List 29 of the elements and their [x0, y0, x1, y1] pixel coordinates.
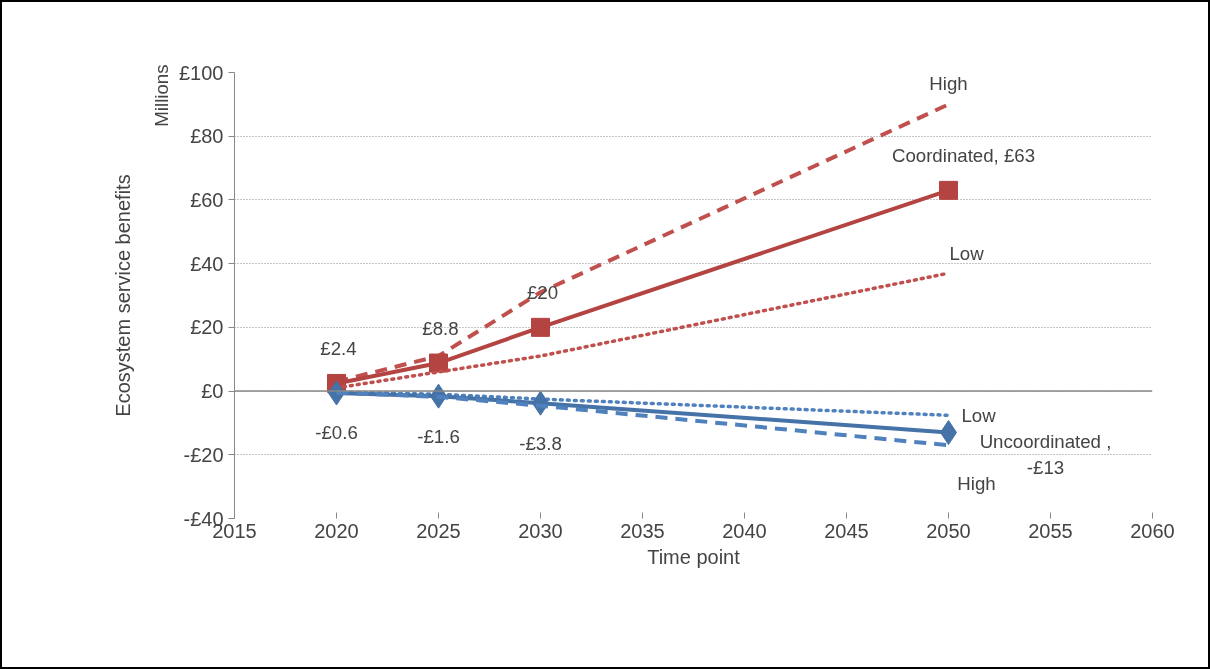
y-tick-label: £0 [201, 380, 224, 403]
series-label: Low [961, 404, 997, 426]
data-label: Coordinated, £63 [891, 144, 1036, 166]
data-label: -£3.8 [519, 432, 562, 454]
data-label: -£1.6 [417, 425, 460, 447]
data-label: £2.4 [320, 337, 357, 359]
y-tick-label: £60 [190, 188, 224, 211]
text: Millions [150, 64, 172, 127]
x-tick-label: 2020 [314, 519, 359, 542]
x-tick-label: 2035 [620, 519, 665, 542]
series-label: High [929, 72, 968, 94]
x-axis-title: Time point [647, 545, 741, 568]
y-tick-label: £20 [190, 316, 224, 339]
series-label: Low [949, 242, 985, 264]
x-tick-label: 2040 [722, 519, 767, 542]
data-label: -£0.6 [315, 422, 358, 444]
data-label: £20 [526, 281, 559, 303]
x-tick-label: 2030 [518, 519, 563, 542]
x-tick-label: 2025 [416, 519, 461, 542]
x-tick-label: 2055 [1028, 519, 1073, 542]
x-tick-label: 2045 [824, 519, 869, 542]
y-tick-label: -£20 [183, 443, 224, 466]
data-label: £8.8 [422, 317, 459, 339]
x-tick-label: 2050 [926, 519, 971, 542]
y-tick-label: £80 [190, 125, 224, 148]
y-axis-title: Ecosystem service benefits [111, 174, 134, 417]
y-tick-label: £40 [190, 252, 224, 275]
y-tick-label: £100 [179, 61, 224, 84]
x-tick-label: 2060 [1130, 519, 1175, 542]
